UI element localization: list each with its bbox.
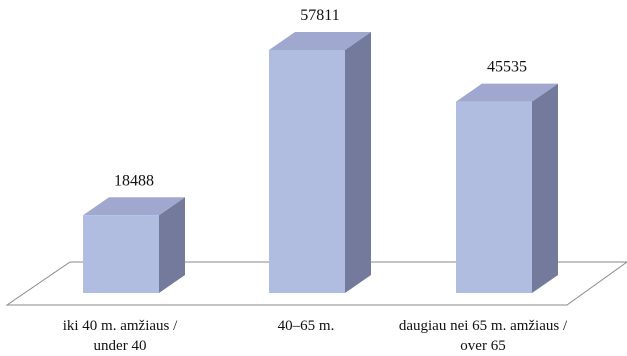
value-label-1: 57811 [300,7,339,24]
bar-top-0 [83,197,185,216]
category-label-0: iki 40 m. amžiaus / under 40 [62,318,178,354]
bar-top-1 [269,32,371,50]
bar-front-2 [456,101,532,294]
category-label-1: 40–65 m. [277,318,335,334]
bar-side-1 [345,32,371,293]
bar-1 [269,32,371,293]
bar-front-0 [83,215,159,293]
category-label-2: daugiau nei 65 m. amžiaus / over 65 [398,318,568,354]
chart-floor [5,261,627,306]
value-label-0: 18488 [114,172,154,189]
bar-side-0 [159,197,185,293]
bar-top-2 [456,83,558,102]
bar-front-1 [269,50,345,293]
bar-2 [456,83,558,294]
value-label-2: 45535 [487,59,527,76]
bar-0 [83,197,185,293]
bar-side-2 [532,83,558,294]
